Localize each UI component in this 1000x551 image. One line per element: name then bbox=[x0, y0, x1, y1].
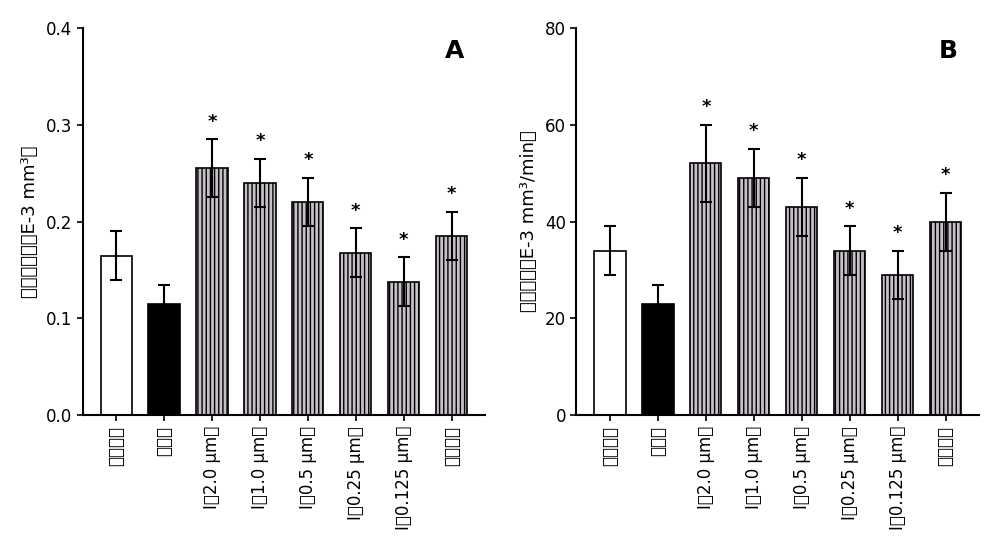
Bar bbox=[642, 304, 674, 415]
Text: *: * bbox=[255, 132, 265, 150]
Y-axis label: 每搞输出量（E-3 mm³）: 每搞输出量（E-3 mm³） bbox=[21, 145, 39, 298]
Bar bbox=[101, 256, 132, 415]
Text: A: A bbox=[445, 40, 464, 63]
Text: *: * bbox=[447, 185, 456, 203]
Bar bbox=[690, 164, 721, 415]
Bar bbox=[436, 236, 467, 415]
Text: *: * bbox=[845, 200, 854, 218]
Text: *: * bbox=[303, 152, 313, 170]
Text: *: * bbox=[207, 113, 217, 131]
Bar bbox=[148, 304, 180, 415]
Bar bbox=[834, 251, 865, 415]
Text: *: * bbox=[399, 231, 409, 249]
Bar bbox=[340, 252, 371, 415]
Bar bbox=[244, 183, 276, 415]
Y-axis label: 心输出量（E-3 mm³/min）: 心输出量（E-3 mm³/min） bbox=[520, 131, 538, 312]
Text: *: * bbox=[701, 98, 711, 116]
Bar bbox=[882, 275, 913, 415]
Text: *: * bbox=[351, 202, 361, 220]
Text: *: * bbox=[893, 224, 902, 242]
Bar bbox=[786, 207, 817, 415]
Text: *: * bbox=[941, 166, 950, 184]
Bar bbox=[738, 178, 769, 415]
Bar bbox=[930, 222, 961, 415]
Text: B: B bbox=[939, 40, 958, 63]
Bar bbox=[292, 202, 323, 415]
Bar bbox=[594, 251, 626, 415]
Text: *: * bbox=[749, 122, 759, 141]
Bar bbox=[388, 282, 419, 415]
Text: *: * bbox=[797, 152, 807, 170]
Bar bbox=[196, 168, 228, 415]
